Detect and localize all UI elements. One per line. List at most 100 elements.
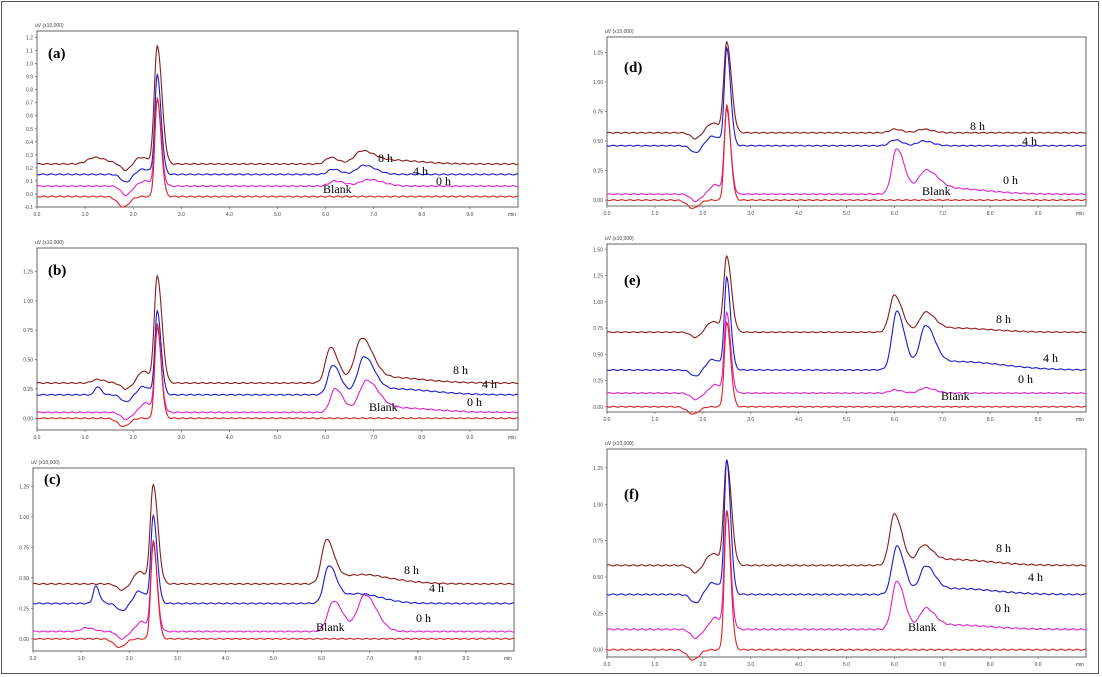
- x-tick-label: 3.0: [747, 417, 754, 423]
- x-tick-label: 1.0: [651, 662, 658, 668]
- x-tick-label: 3.0: [174, 656, 181, 662]
- x-tick-label: 8.0: [414, 656, 421, 662]
- series-label-0-h: 0 h: [467, 395, 482, 409]
- x-tick-label: 5.0: [274, 212, 281, 218]
- y-tick-label: 0.75: [593, 326, 603, 332]
- panel-d: uV (x10,000) 0.00 0.25 0.50 0.75 1.00 1.25 0.0 1…: [593, 29, 1087, 217]
- y-tick-label: 0.25: [593, 611, 603, 617]
- y-tick-label: -0.1: [24, 205, 33, 211]
- y-tick-label: 0.25: [593, 169, 603, 175]
- y-tick-label: 1.00: [593, 502, 603, 508]
- series-label-4-h: 4 h: [413, 164, 428, 178]
- x-tick-label: 8.0: [987, 417, 994, 423]
- y-tick-label: 0.3: [26, 153, 33, 159]
- y-tick-label: 1.25: [593, 274, 603, 280]
- x-tick-label: 0.0: [604, 211, 611, 217]
- series-line-4-h: [32, 513, 515, 612]
- panel-b: uV (x10,000) 0.00 0.25 0.50 0.75 1.00 1.25 0.0 1…: [23, 240, 519, 441]
- x-tick-label: 9.0: [462, 656, 469, 662]
- y-tick-label: 0.50: [593, 352, 603, 358]
- y-tick-label: 1.25: [23, 269, 33, 275]
- series-label-4-h: 4 h: [1022, 134, 1037, 148]
- y-tick-label: 0.50: [593, 575, 603, 581]
- series-line-4-h: [36, 72, 519, 183]
- series-line-blank: [606, 103, 1087, 210]
- series-label-4-h: 4 h: [429, 581, 444, 595]
- y-tick-label: 0.00: [23, 416, 33, 422]
- x-tick-label: 7.0: [939, 417, 946, 423]
- x-tick-label: 6.0: [891, 662, 898, 668]
- y-tick-label: 0.4: [26, 140, 33, 146]
- x-tick-label: 0.0: [30, 656, 37, 662]
- series-line-0-h: [606, 107, 1087, 203]
- y-tick-label: 0.25: [19, 606, 29, 612]
- series-label-4-h: 4 h: [1028, 570, 1043, 584]
- y-tick-label: 0.75: [593, 109, 603, 115]
- y-tick-label: 0.5: [26, 127, 33, 133]
- x-unit-label: min: [1076, 662, 1084, 668]
- series-label-8-h: 8 h: [996, 541, 1011, 555]
- y-tick-label: 0.75: [593, 539, 603, 545]
- series-line-blank: [32, 538, 515, 649]
- series-label-blank: Blank: [323, 182, 352, 196]
- x-unit-label: min: [1076, 211, 1084, 217]
- series-line-4-h: [36, 308, 519, 403]
- x-tick-label: 7.0: [370, 212, 377, 218]
- x-tick-label: 4.0: [226, 212, 233, 218]
- x-unit-label: min: [508, 435, 516, 441]
- series-label-0-h: 0 h: [416, 611, 431, 625]
- series-line-0-h: [606, 509, 1087, 640]
- series-line-blank: [606, 320, 1087, 415]
- y-tick-label: 0.75: [23, 328, 33, 334]
- y-tick-label: 0.6: [26, 114, 33, 120]
- x-unit-label: min: [508, 212, 516, 218]
- x-tick-label: 2.0: [130, 435, 137, 441]
- x-tick-label: 3.0: [747, 662, 754, 668]
- x-tick-label: 0.0: [604, 417, 611, 423]
- x-tick-label: 7.0: [939, 211, 946, 217]
- y-tick-label: 0.1: [26, 179, 33, 185]
- y-tick-label: 0.00: [19, 637, 29, 643]
- x-tick-label: 5.0: [843, 662, 850, 668]
- panel-label: (f): [624, 487, 639, 503]
- x-tick-label: 3.0: [178, 212, 185, 218]
- series-label-4-h: 4 h: [482, 377, 497, 391]
- series-line-blank: [36, 322, 519, 428]
- series-line-8-h: [606, 40, 1087, 140]
- y-tick-label: 0.75: [19, 545, 29, 551]
- series-line-4-h: [606, 459, 1087, 604]
- panel-a: uV (x10,000)-0.10.00.10.20.30.40.50.60.7…: [24, 23, 519, 218]
- x-tick-label: 1.0: [78, 656, 85, 662]
- panel-label: (e): [624, 273, 641, 289]
- y-tick-label: 1.00: [593, 300, 603, 306]
- x-tick-label: 2.0: [699, 662, 706, 668]
- x-tick-label: 0.0: [34, 435, 41, 441]
- y-tick-label: 0.50: [19, 576, 29, 582]
- y-tick-label: 1.00: [19, 515, 29, 521]
- x-tick-label: 1.0: [651, 417, 658, 423]
- x-tick-label: 9.0: [466, 212, 473, 218]
- y-tick-label: 1.2: [26, 36, 33, 42]
- x-tick-label: 6.0: [891, 211, 898, 217]
- x-tick-label: 5.0: [270, 656, 277, 662]
- series-line-8-h: [32, 483, 515, 591]
- x-tick-label: 2.0: [699, 211, 706, 217]
- x-tick-label: 1.0: [651, 211, 658, 217]
- x-tick-label: 4.0: [795, 417, 802, 423]
- series-label-0-h: 0 h: [1018, 372, 1033, 386]
- x-tick-label: 1.0: [82, 435, 89, 441]
- y-unit-label: uV (x10,000): [35, 240, 64, 246]
- y-tick-label: 1.0: [26, 62, 33, 68]
- y-unit-label: uV (x10,000): [605, 236, 634, 242]
- series-label-0-h: 0 h: [995, 601, 1010, 615]
- x-tick-label: 8.0: [418, 435, 425, 441]
- x-tick-label: 7.0: [366, 656, 373, 662]
- plot-frame: [606, 448, 1087, 658]
- series-line-8-h: [36, 44, 519, 172]
- y-tick-label: 1.50: [593, 247, 603, 253]
- x-tick-label: 4.0: [795, 662, 802, 668]
- x-tick-label: 4.0: [226, 435, 233, 441]
- y-tick-label: 0.00: [593, 198, 603, 204]
- series-line-8-h: [36, 274, 519, 390]
